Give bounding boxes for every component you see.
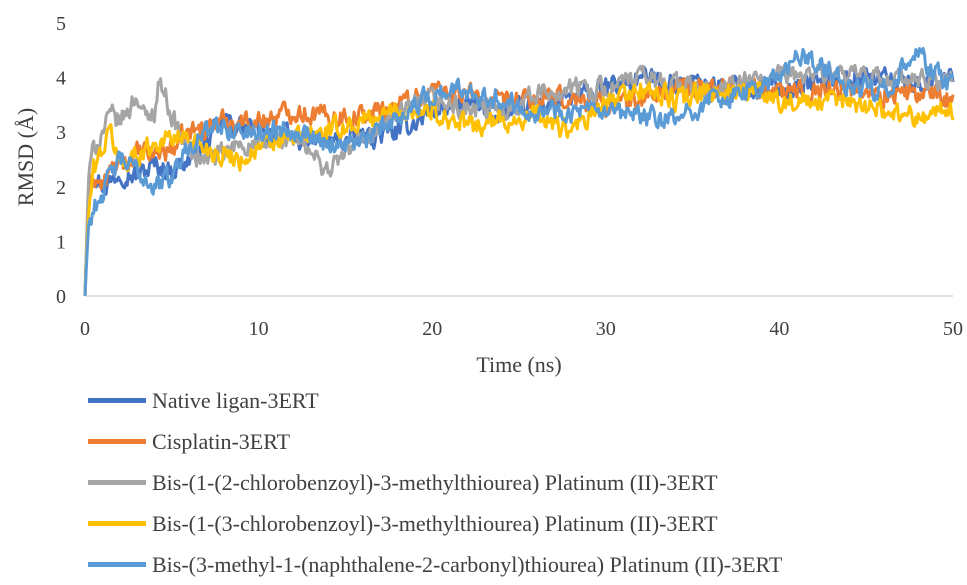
chart-legend: Native ligan-3ERT Cisplatin-3ERT Bis-(1-… <box>88 380 782 585</box>
y-tick-label: 4 <box>56 68 66 90</box>
legend-item-naphthalene: Bis-(3-methyl-1-(naphthalene-2-carbonyl)… <box>88 544 782 585</box>
tick-layer: 0 10 20 30 40 50 0 1 2 3 4 5 <box>56 13 963 340</box>
legend-label: Bis-(3-methyl-1-(naphthalene-2-carbonyl)… <box>152 551 783 577</box>
legend-label: Cisplatin-3ERT <box>152 428 291 454</box>
rmsd-line-chart: 0 10 20 30 40 50 0 1 2 3 4 5 Time (ns) RMSD (Å) <box>13 13 963 377</box>
series-line <box>83 80 955 297</box>
x-tick-label: 10 <box>249 318 269 340</box>
x-tick-label: 40 <box>769 318 789 340</box>
x-tick-label: 0 <box>80 318 90 340</box>
x-axis-title: Time (ns) <box>476 352 561 377</box>
legend-item-2-chlorobenzoyl: Bis-(1-(2-chlorobenzoyl)-3-methylthioure… <box>88 462 782 503</box>
series-layer <box>83 46 955 297</box>
series-line <box>83 66 955 297</box>
legend-swatch <box>88 480 146 485</box>
x-tick-label: 20 <box>422 318 442 340</box>
series-line <box>83 46 955 297</box>
legend-label: Bis-(1-(2-chlorobenzoyl)-3-methylthioure… <box>152 469 718 495</box>
y-tick-label: 2 <box>56 177 66 199</box>
x-tick-label: 30 <box>596 318 616 340</box>
y-tick-label: 1 <box>56 231 66 253</box>
legend-item-native-ligand: Native ligan-3ERT <box>88 380 782 421</box>
y-tick-label: 0 <box>56 286 66 308</box>
y-tick-label: 5 <box>56 13 66 35</box>
legend-swatch <box>88 439 146 444</box>
legend-item-3-chlorobenzoyl: Bis-(1-(3-chlorobenzoyl)-3-methylthioure… <box>88 503 782 544</box>
y-tick-label: 3 <box>56 122 66 144</box>
legend-label: Native ligan-3ERT <box>152 387 319 413</box>
legend-label: Bis-(1-(3-chlorobenzoyl)-3-methylthioure… <box>152 510 718 536</box>
legend-item-cisplatin: Cisplatin-3ERT <box>88 421 782 462</box>
legend-swatch <box>88 562 146 567</box>
x-tick-label: 50 <box>943 318 963 340</box>
legend-swatch <box>88 521 146 526</box>
y-axis-title: RMSD (Å) <box>13 108 38 206</box>
legend-swatch <box>88 398 146 403</box>
